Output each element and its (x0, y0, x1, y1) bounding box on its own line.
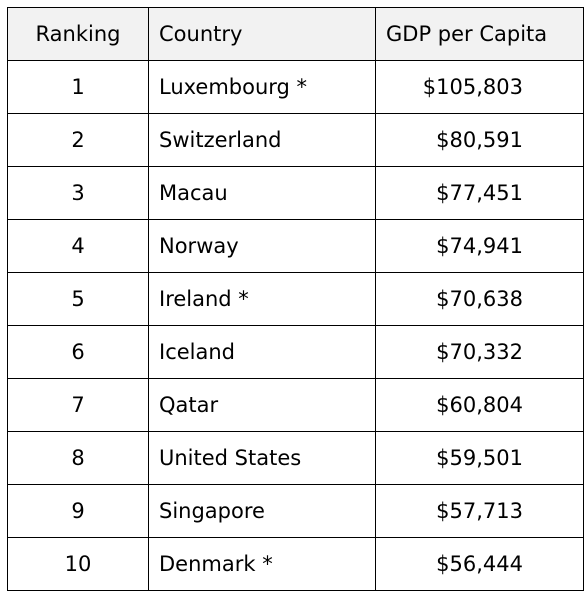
gdp-cell: $56,444 (375, 537, 584, 591)
table-row: 9 Singapore $57,713 (7, 484, 584, 538)
header-row: Ranking Country GDP per Capita (7, 7, 584, 61)
gdp-cell: $70,332 (375, 325, 584, 379)
country-cell: Denmark * (148, 537, 376, 591)
gdp-cell: $60,804 (375, 378, 584, 432)
gdp-ranking-table: Ranking Country GDP per Capita 1 Luxembou… (7, 7, 584, 591)
table-row: 5 Ireland * $70,638 (7, 272, 584, 326)
gdp-cell: $80,591 (375, 113, 584, 167)
rank-cell: 10 (7, 537, 149, 591)
gdp-cell: $59,501 (375, 431, 584, 485)
gdp-cell: $74,941 (375, 219, 584, 273)
country-cell: Qatar (148, 378, 376, 432)
rank-cell: 5 (7, 272, 149, 326)
country-cell: Luxembourg * (148, 60, 376, 114)
gdp-cell: $70,638 (375, 272, 584, 326)
country-cell: Macau (148, 166, 376, 220)
gdp-cell: $77,451 (375, 166, 584, 220)
rank-cell: 6 (7, 325, 149, 379)
table-header: Ranking Country GDP per Capita (7, 7, 584, 61)
table-row: 10 Denmark * $56,444 (7, 537, 584, 591)
ranking-header: Ranking (7, 7, 149, 61)
table-body: 1 Luxembourg * $105,803 2 Switzerland $80,591… (7, 60, 584, 591)
gdp-cell: $57,713 (375, 484, 584, 538)
country-cell: Switzerland (148, 113, 376, 167)
rank-cell: 9 (7, 484, 149, 538)
country-cell: Norway (148, 219, 376, 273)
table-row: 8 United States $59,501 (7, 431, 584, 485)
table-row: 6 Iceland $70,332 (7, 325, 584, 379)
country-cell: United States (148, 431, 376, 485)
country-cell: Iceland (148, 325, 376, 379)
table-row: 2 Switzerland $80,591 (7, 113, 584, 167)
rank-cell: 4 (7, 219, 149, 273)
table-row: 3 Macau $77,451 (7, 166, 584, 220)
country-cell: Ireland * (148, 272, 376, 326)
country-header: Country (148, 7, 376, 61)
table-row: 1 Luxembourg * $105,803 (7, 60, 584, 114)
table-row: 4 Norway $74,941 (7, 219, 584, 273)
rank-cell: 8 (7, 431, 149, 485)
table-row: 7 Qatar $60,804 (7, 378, 584, 432)
rank-cell: 1 (7, 60, 149, 114)
gdp-header: GDP per Capita (375, 7, 584, 61)
rank-cell: 2 (7, 113, 149, 167)
rank-cell: 3 (7, 166, 149, 220)
gdp-cell: $105,803 (375, 60, 584, 114)
rank-cell: 7 (7, 378, 149, 432)
country-cell: Singapore (148, 484, 376, 538)
